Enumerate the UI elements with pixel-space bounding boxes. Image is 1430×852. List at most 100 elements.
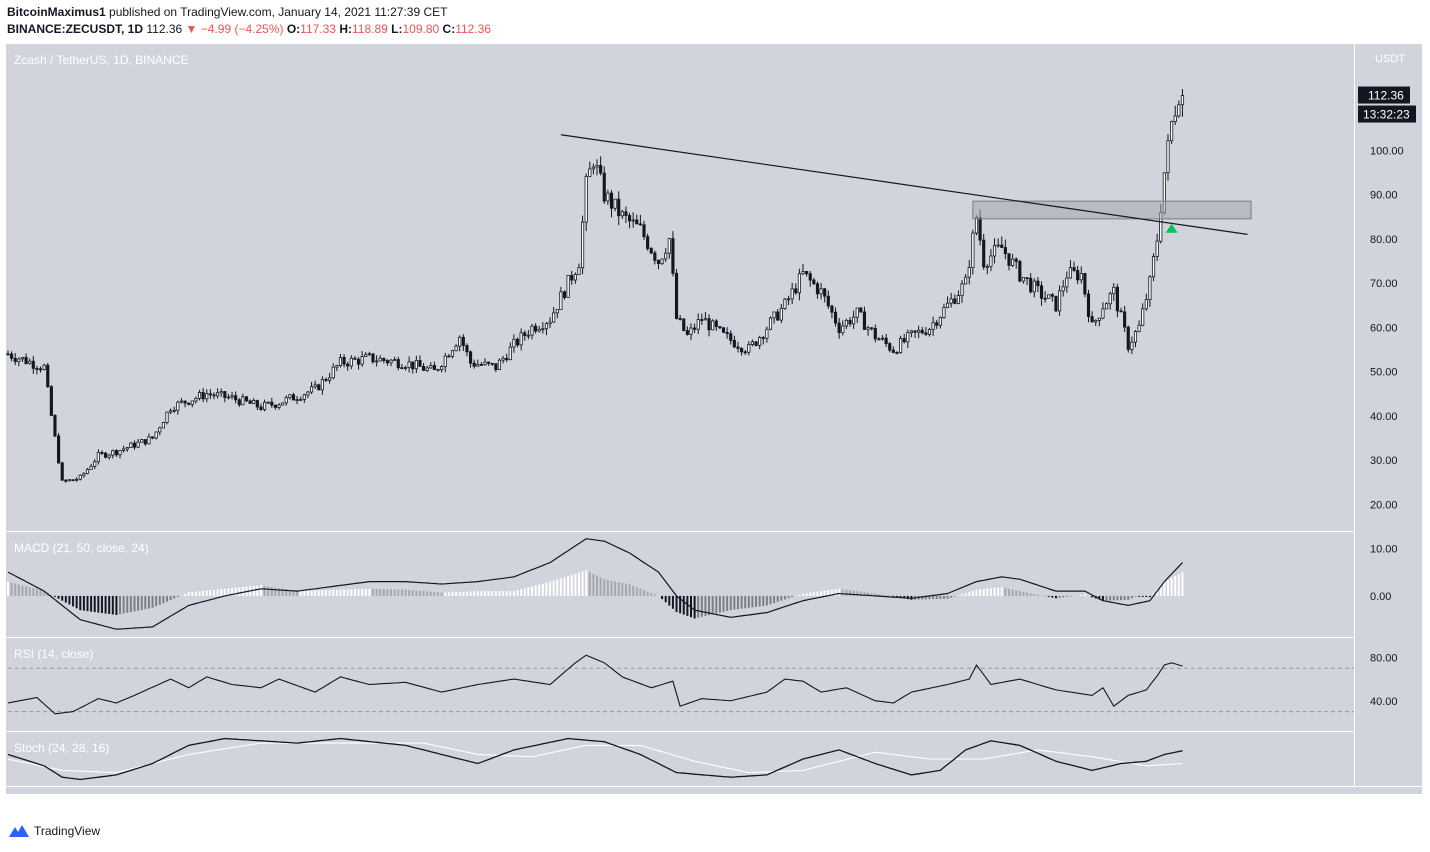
publish-info: BitcoinMaximus1 published on TradingView… — [7, 5, 447, 19]
candle — [721, 326, 726, 334]
price-axis[interactable]: 20.00 30.00 40.00 50.00 60.00 70.00 80.00 90.00… — [1370, 145, 1404, 511]
candle — [1058, 285, 1062, 317]
candle — [100, 450, 104, 456]
candle — [653, 250, 657, 265]
candle — [353, 356, 357, 360]
candle — [1036, 277, 1040, 293]
candle — [454, 344, 458, 352]
open-label: O: — [286, 22, 301, 36]
candle — [1104, 302, 1109, 310]
candle — [689, 323, 693, 341]
candle — [949, 292, 953, 308]
footer-brand[interactable]: TradingView — [8, 824, 100, 838]
candle — [270, 397, 274, 408]
candle — [1112, 283, 1116, 301]
indicator-tick-label: 10.00 — [1370, 543, 1398, 555]
candle — [635, 214, 639, 225]
candle — [201, 387, 205, 403]
candle — [60, 461, 64, 481]
candle — [960, 280, 964, 303]
candle — [497, 358, 502, 371]
chart-area[interactable]: 20.00 30.00 40.00 50.00 60.00 70.00 80.00 90.00… — [0, 44, 1430, 794]
high-label: H: — [339, 22, 352, 36]
candle — [67, 479, 72, 482]
candle — [693, 323, 697, 334]
candle — [400, 364, 404, 370]
candle — [194, 396, 198, 404]
candle — [216, 388, 220, 399]
candle — [880, 335, 885, 341]
candle — [407, 356, 411, 373]
last-price-badge: 112.36 — [1358, 86, 1410, 104]
candle — [349, 355, 353, 370]
candle — [1144, 293, 1148, 311]
candle — [1123, 305, 1127, 333]
svg-text:112.36: 112.36 — [1368, 89, 1404, 103]
candle — [855, 307, 859, 323]
candle — [602, 166, 606, 204]
candle — [1151, 253, 1156, 282]
publish-text: published on TradingView.com, January 14… — [105, 5, 448, 19]
candle — [71, 479, 75, 482]
candle — [902, 333, 906, 344]
candle — [42, 363, 46, 371]
candle — [725, 327, 729, 339]
candle — [1011, 253, 1015, 267]
candle — [320, 376, 324, 395]
candle — [96, 449, 100, 465]
author-name[interactable]: BitcoinMaximus1 — [7, 5, 106, 19]
indicator-tick-label: 80.00 — [1370, 652, 1398, 664]
candle — [794, 283, 798, 295]
change-value: −4.99 (−4.25%) — [200, 22, 284, 36]
price-tick-label: 20.00 — [1370, 499, 1398, 511]
candle — [859, 306, 863, 313]
price-tick-label: 50.00 — [1370, 367, 1398, 379]
candle — [1068, 259, 1073, 279]
candle — [877, 337, 881, 341]
candle — [273, 404, 277, 410]
candle — [758, 335, 762, 350]
candle — [815, 281, 820, 299]
close-label: C: — [442, 22, 456, 36]
candle — [169, 408, 173, 415]
candle — [841, 320, 845, 336]
candle — [190, 400, 194, 408]
rsi-name: RSI (14, close) — [14, 647, 93, 661]
candle — [866, 325, 870, 336]
candle — [812, 277, 816, 285]
candle — [508, 342, 512, 361]
candle — [277, 403, 281, 410]
candle — [382, 357, 386, 364]
candle — [985, 264, 989, 275]
candle — [747, 341, 751, 356]
candle — [1079, 266, 1083, 284]
candle — [534, 323, 538, 334]
candle — [450, 349, 455, 359]
candle — [422, 362, 426, 371]
candle — [440, 365, 444, 373]
candle — [122, 445, 126, 453]
candle — [129, 442, 133, 448]
open-value: 117.33 — [300, 22, 336, 36]
candle — [1072, 261, 1076, 273]
candle — [852, 310, 856, 329]
candle — [364, 352, 368, 357]
macd-panel-bg — [6, 532, 1354, 637]
price-tick-label: 80.00 — [1370, 234, 1398, 246]
candle — [989, 249, 993, 272]
candle — [85, 467, 90, 475]
candle — [1065, 271, 1069, 293]
candle — [360, 351, 364, 367]
candle — [1054, 295, 1058, 313]
candle — [515, 337, 520, 348]
candle — [1047, 294, 1051, 299]
candle — [595, 159, 599, 176]
candle — [768, 316, 773, 331]
candle — [367, 351, 371, 357]
indicator-tick-label: 40.00 — [1370, 696, 1398, 708]
candle — [447, 353, 451, 358]
candle — [306, 390, 310, 399]
symbol-name: BINANCE:ZECUSDT, 1D — [7, 22, 144, 36]
candle — [1101, 302, 1105, 320]
candle — [711, 319, 715, 331]
